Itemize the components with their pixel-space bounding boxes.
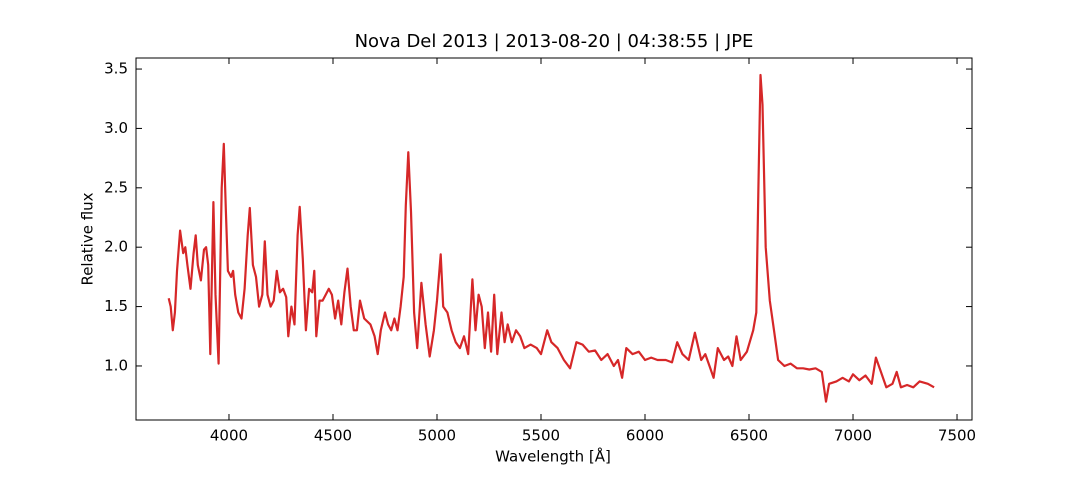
- x-axis-label: Wavelength [Å]: [495, 447, 611, 466]
- x-tick-label: 6500: [730, 427, 768, 445]
- chart-title: Nova Del 2013 | 2013-08-20 | 04:38:55 | …: [355, 31, 754, 52]
- x-tick-label: 7500: [938, 427, 976, 445]
- y-tick-label: 1.5: [104, 297, 128, 315]
- y-tick-label: 2.5: [104, 178, 128, 196]
- x-tick-label: 4500: [314, 427, 352, 445]
- plot-frame: [135, 57, 973, 421]
- y-tick-label: 3.0: [104, 119, 128, 137]
- y-tick-label: 3.5: [104, 60, 128, 78]
- x-tick-label: 5500: [522, 427, 560, 445]
- x-tick-label: 5000: [418, 427, 456, 445]
- y-axis-label: Relative flux: [79, 192, 97, 285]
- y-tick-label: 2.0: [104, 238, 128, 256]
- x-tick-label: 6000: [626, 427, 664, 445]
- y-tick-label: 1.0: [104, 356, 128, 374]
- spectrum-line: [167, 73, 935, 403]
- x-tick-label: 7000: [834, 427, 872, 445]
- x-tick-label: 4000: [210, 427, 248, 445]
